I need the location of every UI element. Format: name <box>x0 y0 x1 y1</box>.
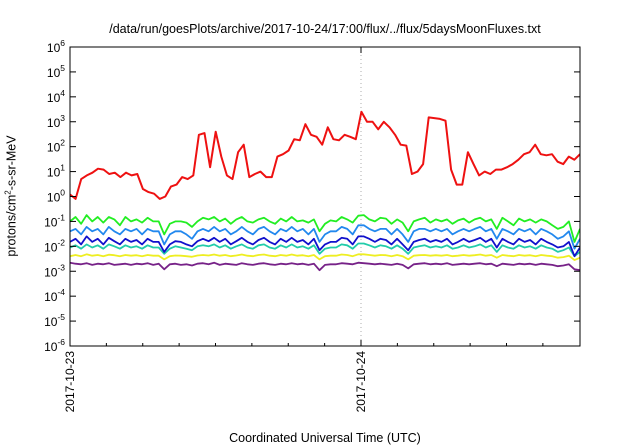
series-line-3 <box>70 224 580 250</box>
series-line-7 <box>70 261 580 272</box>
y-tick-label: 10-3 <box>44 262 65 279</box>
series-line-6 <box>70 253 580 262</box>
y-tick-label: 104 <box>47 88 65 105</box>
series-line-2 <box>70 214 580 243</box>
series-line-1 <box>70 110 580 200</box>
chart-title: /data/run/goesPlots/archive/2017-10-24/1… <box>109 22 541 36</box>
series-line-5 <box>70 242 580 258</box>
y-tick-label: 105 <box>47 63 65 80</box>
y-tick-label: 103 <box>47 113 65 130</box>
y-tick-label: 10-6 <box>44 337 65 354</box>
x-axis-label: Coordinated Universal Time (UTC) <box>229 431 421 445</box>
y-tick-label: 10-2 <box>44 237 65 254</box>
y-tick-label: 10-1 <box>44 212 65 229</box>
y-tick-label: 101 <box>47 163 65 180</box>
y-tick-label: 10-5 <box>44 312 65 329</box>
x-tick-label: 2017-10-24 <box>354 351 368 413</box>
x-tick-label: 2017-10-23 <box>63 351 77 413</box>
series-line-4 <box>70 235 580 258</box>
y-tick-label: 106 <box>47 38 65 55</box>
y-tick-label: 102 <box>47 138 65 155</box>
y-tick-label: 100 <box>47 188 65 205</box>
y-tick-label: 10-4 <box>44 287 65 304</box>
plot-frame <box>69 46 581 347</box>
